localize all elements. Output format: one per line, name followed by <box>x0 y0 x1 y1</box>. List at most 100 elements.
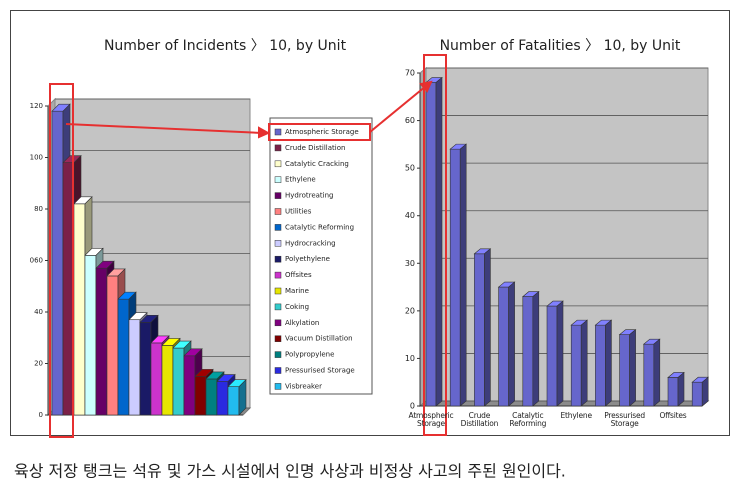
bar <box>473 248 492 407</box>
legend-label: Coking <box>285 303 309 311</box>
y-tick-label: 40 <box>34 308 43 316</box>
legend-label: Polypropylene <box>285 351 334 359</box>
bar-front <box>161 345 174 416</box>
legend-label: Ethylene <box>285 176 316 184</box>
bar-side <box>556 300 564 407</box>
y-tick-label: 0 <box>410 402 415 411</box>
legend-swatch <box>274 240 282 247</box>
bar-front <box>73 203 86 416</box>
bar-front <box>172 347 185 416</box>
y-tick-label: 20 <box>34 360 43 368</box>
legend-label: Atmospheric Storage <box>285 128 359 136</box>
bar-side <box>435 76 443 407</box>
bar-front <box>643 343 655 407</box>
legend-swatch <box>274 271 282 279</box>
y-tick-label: 100 <box>30 154 43 162</box>
y-tick-label: 30 <box>405 259 415 268</box>
bar-front <box>183 355 196 416</box>
legend-swatch <box>274 287 282 295</box>
bar-front <box>227 386 240 416</box>
legend-swatch <box>274 144 282 152</box>
legend-label: Pressurised Storage <box>285 367 355 375</box>
bar-front <box>205 378 218 416</box>
y-tick-label: 80 <box>34 205 43 213</box>
bar-side <box>580 319 588 407</box>
legend-label: Crude Distillation <box>285 144 345 152</box>
bar <box>425 76 443 407</box>
bar <box>594 319 613 407</box>
legend-swatch <box>274 208 282 215</box>
bar-front <box>425 82 437 407</box>
y-tick-label: 60 <box>405 116 415 125</box>
legend-swatch <box>274 383 282 390</box>
legend-label: Polyethylene <box>285 255 330 263</box>
legend-swatch <box>274 224 282 231</box>
bar-side <box>459 143 467 407</box>
bar-front <box>194 376 207 416</box>
bar <box>570 319 589 407</box>
legend-label: Hydrocracking <box>285 239 336 247</box>
x-tick-label: Ethylene <box>560 411 593 420</box>
bar-front <box>667 377 679 407</box>
bar-front <box>51 110 64 416</box>
legend-label: Vacuum Distillation <box>285 335 353 343</box>
bar <box>521 290 540 407</box>
legend-swatch <box>274 192 282 199</box>
highlight-box <box>423 54 447 436</box>
arrow-head <box>258 126 271 139</box>
bar-front <box>474 253 485 407</box>
legend-swatch <box>274 128 282 136</box>
caption: 육상 저장 탱크는 석유 및 가스 시설에서 인명 사상과 비정상 사고의 주된… <box>14 462 566 481</box>
arrow-head <box>419 80 433 93</box>
legend-swatch <box>274 160 282 168</box>
x-tick-label: Catalytic Reforming <box>509 411 547 428</box>
x-tick-label: Atmospheric Storage <box>408 411 454 428</box>
legend-swatch <box>274 367 282 374</box>
bar-front <box>546 305 558 407</box>
bar-side <box>677 371 685 407</box>
bar-side <box>508 281 515 407</box>
legend-label: Alkylation <box>285 319 319 327</box>
x-tick-label: Crude Distillation <box>460 411 499 428</box>
bar <box>642 338 661 407</box>
bar-side <box>238 378 247 416</box>
legend-swatch <box>274 319 282 327</box>
bar-front <box>139 321 152 416</box>
x-tick-label: Offsites <box>659 411 687 420</box>
bar-side <box>701 376 709 407</box>
y-tick-label: 10 <box>405 354 415 363</box>
bar-front <box>95 267 108 416</box>
bar-side <box>653 338 661 407</box>
bar-side <box>629 329 636 407</box>
bar-front <box>449 148 461 407</box>
legend-swatch <box>274 351 282 358</box>
bar-front <box>691 381 703 407</box>
legend-box <box>269 117 373 395</box>
bar-front <box>522 296 534 407</box>
legend-label: Hydrotreating <box>285 192 334 200</box>
bar <box>546 300 564 407</box>
bar <box>667 371 685 407</box>
legend-label: Visbreaker <box>285 382 322 390</box>
y-tick-label: 40 <box>405 211 415 220</box>
plot-wall <box>425 67 709 402</box>
legend-swatch <box>274 303 282 311</box>
bar-side <box>484 248 491 407</box>
bar-front <box>117 298 130 416</box>
y-tick-label: 120 <box>30 102 43 110</box>
bar <box>691 376 710 407</box>
bar-front <box>106 275 119 416</box>
bar <box>618 329 637 407</box>
bar-front <box>595 324 606 407</box>
arrow <box>65 123 263 134</box>
legend-label: Catalytic Reforming <box>285 223 354 231</box>
legend-swatch <box>274 176 282 183</box>
bar-front <box>150 342 163 416</box>
y-tick-label: 50 <box>405 164 415 173</box>
bar-front <box>128 319 141 416</box>
x-tick-label: Pressurised Storage <box>604 411 645 428</box>
chart-title: Number of Incidents 〉 10, by Unit <box>104 38 347 54</box>
bar <box>227 378 247 416</box>
